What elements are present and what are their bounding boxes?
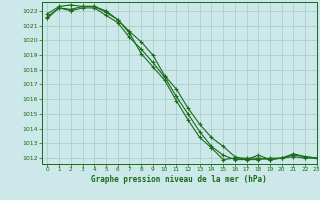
- X-axis label: Graphe pression niveau de la mer (hPa): Graphe pression niveau de la mer (hPa): [91, 175, 267, 184]
